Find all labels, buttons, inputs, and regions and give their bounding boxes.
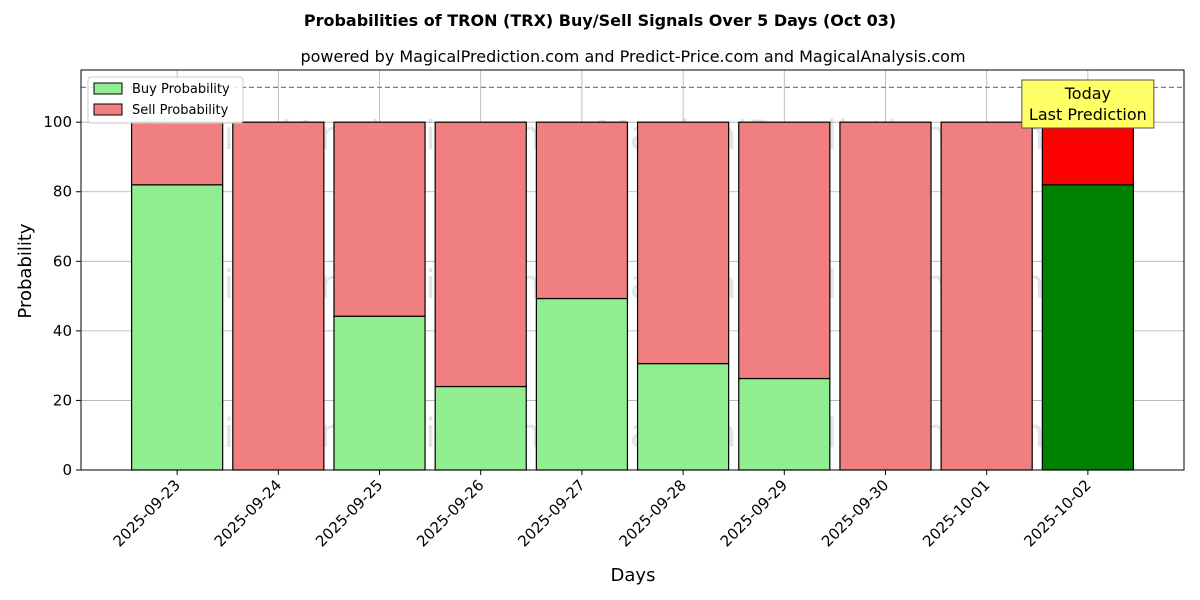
buy-bar bbox=[434, 385, 527, 471]
plot-frame bbox=[80, 69, 1185, 471]
x-tick-label: 2025-10-02 bbox=[1020, 476, 1094, 550]
x-tick-label: 2025-09-30 bbox=[818, 476, 892, 550]
legend-swatch-sell bbox=[93, 103, 123, 116]
buy-bar bbox=[738, 377, 831, 471]
chart-title: Probabilities of TRON (TRX) Buy/Sell Sig… bbox=[304, 11, 896, 30]
bars bbox=[130, 121, 1135, 471]
y-tick-label: 100 bbox=[43, 113, 72, 131]
sell-bar bbox=[839, 121, 932, 471]
buy-bar bbox=[1041, 184, 1135, 471]
buy-bar bbox=[535, 297, 629, 471]
legend-swatch-buy bbox=[93, 82, 123, 95]
x-tick-label: 2025-09-29 bbox=[717, 476, 791, 550]
annotation-line-last-prediction: Last Prediction bbox=[1029, 105, 1147, 124]
x-tick-label: 2025-09-28 bbox=[616, 476, 690, 550]
sell-bar bbox=[940, 121, 1033, 471]
x-tick-label: 2025-09-24 bbox=[211, 476, 285, 550]
buy-bar bbox=[333, 315, 426, 471]
sell-bar bbox=[434, 121, 527, 388]
buy-bar bbox=[636, 362, 730, 471]
legend: Buy Probability Sell Probability bbox=[87, 76, 244, 124]
y-axis-label: Probability bbox=[15, 223, 36, 318]
annotation-layer: Today Last Prediction bbox=[1021, 79, 1155, 129]
legend-label-sell: Sell Probability bbox=[132, 103, 229, 118]
chart-subtitle: powered by MagicalPrediction.com and Pre… bbox=[300, 47, 965, 66]
annotation-box bbox=[1021, 79, 1155, 129]
sell-bar bbox=[1041, 121, 1135, 186]
y-tick-label: 80 bbox=[53, 183, 72, 201]
y-tick-label: 60 bbox=[53, 252, 72, 270]
y-tick-label: 40 bbox=[53, 322, 72, 340]
sell-bar bbox=[130, 121, 224, 186]
y-tick-label: 20 bbox=[53, 391, 72, 409]
sell-bar bbox=[738, 121, 831, 380]
x-axis-label: Days bbox=[611, 565, 656, 586]
x-tick-label: 2025-09-23 bbox=[110, 476, 184, 550]
sell-bar bbox=[333, 121, 426, 317]
legend-label-buy: Buy Probability bbox=[132, 82, 230, 97]
y-tick-label: 0 bbox=[62, 461, 72, 479]
x-tick-label: 2025-09-26 bbox=[413, 476, 487, 550]
legend-box bbox=[87, 76, 244, 124]
buy-bar bbox=[130, 184, 224, 471]
sell-bar bbox=[232, 121, 325, 471]
sell-bar bbox=[636, 121, 730, 365]
x-tick-label: 2025-09-27 bbox=[514, 476, 588, 550]
x-tick-label: 2025-10-01 bbox=[919, 476, 993, 550]
sell-bar bbox=[535, 121, 629, 300]
x-tick-label: 2025-09-25 bbox=[312, 476, 386, 550]
annotation-line-today: Today bbox=[1064, 84, 1111, 103]
